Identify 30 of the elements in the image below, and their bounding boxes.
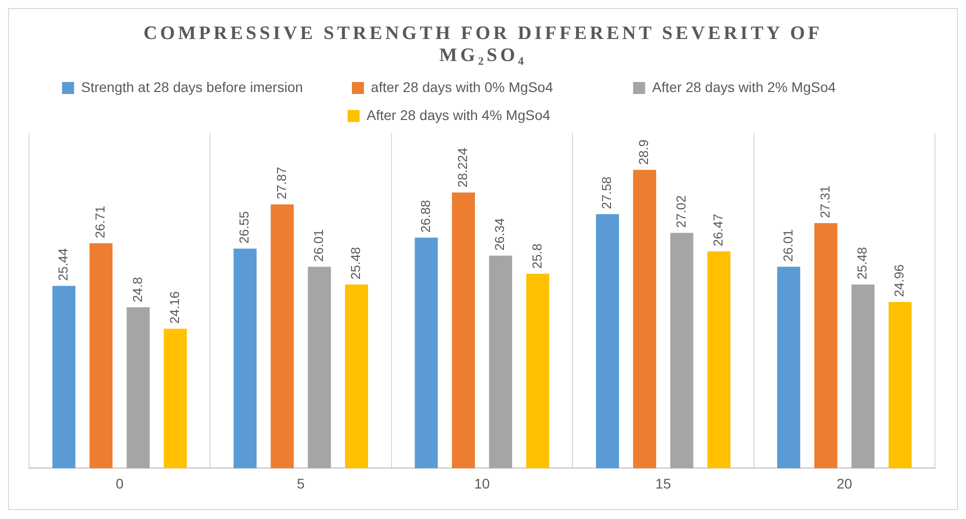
data-label: 25.48	[348, 246, 364, 280]
chart-title: COMPRESSIVE STRENGTH FOR DIFFERENT SEVERITY OF MG₂SO₄	[142, 23, 824, 67]
data-label: 28.224	[455, 148, 470, 188]
x-tick-label: 10	[474, 475, 490, 492]
x-tick-label: 5	[296, 475, 305, 492]
legend-label: After 28 days with 2% MgSo4	[652, 78, 902, 95]
data-label: 26.47	[710, 214, 726, 246]
data-label: 25.8	[529, 243, 544, 269]
data-label: 26.01	[780, 229, 796, 262]
data-label: 24.16	[166, 291, 182, 324]
data-label: 27.58	[599, 176, 614, 210]
legend-label: Strength at 28 days before imersion	[81, 78, 338, 95]
data-label: 25.48	[854, 246, 870, 280]
data-label: 26.34	[492, 218, 508, 251]
data-label: 28.9	[636, 140, 652, 165]
legend-label: After 28 days with 4% MgSo4	[366, 106, 616, 123]
data-label: 25.44	[55, 248, 70, 281]
data-label: 27.87	[274, 166, 289, 200]
data-label: 27.02	[673, 195, 688, 228]
data-label: 26.71	[92, 206, 108, 238]
data-label: 26.55	[236, 211, 252, 244]
x-tick-label: 0	[116, 475, 124, 492]
data-label: 24.96	[892, 264, 907, 297]
data-label: 24.8	[130, 276, 145, 302]
data-label: 27.31	[817, 186, 832, 218]
x-tick-label: 15	[655, 475, 672, 492]
data-label: 26.01	[310, 229, 326, 262]
x-tick-label: 20	[836, 475, 852, 492]
legend-label: after 28 days with 0% MgSo4	[370, 78, 620, 95]
data-label: 26.88	[418, 200, 433, 233]
